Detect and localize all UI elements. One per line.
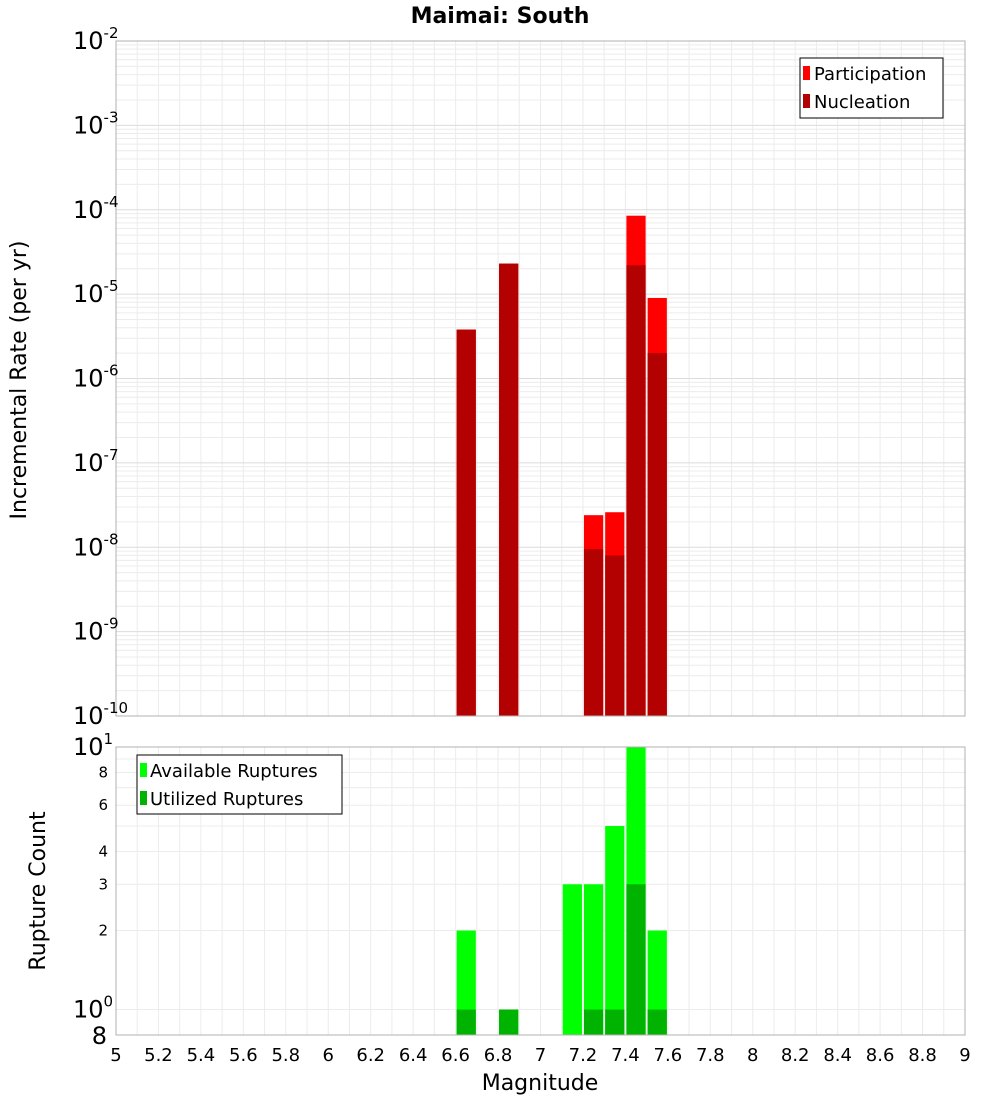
rate-y-ticks: 10-10 10-9 10-8 10-7 10-6 10-5 10-4 10-3 10-2 bbox=[73, 24, 128, 730]
rate-grid bbox=[115, 41, 966, 717]
magnitude-x-tick-label: 7.8 bbox=[696, 1045, 725, 1066]
rate-legend: Participation Nucleation bbox=[799, 57, 944, 119]
count-y-tick-label: 8 bbox=[92, 1022, 107, 1050]
count-panel: 101 100 2 3 4 6 8 8 5 5.2 5.4 5.6 5.8 6 6.2 6.4 6.6 6.8 7… bbox=[26, 730, 971, 1096]
magnitude-x-tick-label: 6.6 bbox=[441, 1045, 470, 1066]
legend-label-utilized: Utilized Ruptures bbox=[150, 789, 303, 810]
count-bar-available-ruptures bbox=[647, 930, 667, 1035]
magnitude-x-tick-label: 6.4 bbox=[399, 1045, 428, 1066]
count-y-axis-label: Rupture Count bbox=[26, 811, 51, 971]
rate-y-tick-label: 10-7 bbox=[73, 446, 119, 477]
rate-bar-nucleation bbox=[499, 263, 519, 716]
count-bar-utilized-ruptures bbox=[583, 1009, 604, 1035]
magnitude-x-tick-label: 6.8 bbox=[484, 1045, 513, 1066]
legend-swatch-nucleation bbox=[803, 94, 810, 108]
rate-y-tick-label: 10-4 bbox=[73, 193, 119, 224]
rate-bar-nucleation bbox=[456, 329, 476, 716]
count-grid bbox=[115, 747, 966, 1035]
rate-bar-nucleation bbox=[605, 555, 625, 716]
magnitude-x-tick-label: 8 bbox=[747, 1045, 758, 1066]
count-y-tick-label: 101 bbox=[73, 730, 113, 761]
magnitude-x-tick-label: 7.2 bbox=[569, 1045, 598, 1066]
magnitude-x-tick-label: 8.4 bbox=[823, 1045, 852, 1066]
count-y-tick-label: 4 bbox=[98, 842, 108, 860]
magnitude-x-tick-label: 5 bbox=[110, 1045, 121, 1066]
magnitude-x-tick-label: 5.6 bbox=[229, 1045, 258, 1066]
rate-y-tick-label: 10-5 bbox=[73, 277, 119, 308]
legend-swatch-participation bbox=[803, 66, 810, 80]
rate-y-tick-label: 10-3 bbox=[73, 108, 119, 139]
legend-swatch-available bbox=[140, 763, 147, 777]
count-y-tick-label: 6 bbox=[98, 796, 108, 814]
count-y-tick-label: 2 bbox=[98, 922, 108, 940]
legend-label-available: Available Ruptures bbox=[150, 761, 318, 782]
count-legend: Available Ruptures Utilized Ruptures bbox=[136, 754, 343, 815]
count-y-tick-label: 3 bbox=[98, 875, 108, 893]
chart-title: Maimai: South bbox=[411, 4, 590, 29]
count-bar-utilized-ruptures bbox=[499, 1009, 519, 1035]
count-y-ticks: 101 100 2 3 4 6 8 8 bbox=[73, 730, 113, 1050]
rate-y-tick-label: 10-6 bbox=[73, 362, 119, 393]
legend-label-participation: Participation bbox=[814, 64, 926, 85]
count-bar-utilized-ruptures bbox=[626, 884, 646, 1035]
legend-swatch-utilized bbox=[140, 791, 147, 805]
magnitude-x-tick-label: 5.4 bbox=[187, 1045, 216, 1066]
magnitude-x-tick-label: 6 bbox=[323, 1045, 334, 1066]
rate-bar-nucleation bbox=[583, 549, 604, 716]
rate-bars bbox=[456, 215, 667, 717]
magnitude-x-tick-label: 7.6 bbox=[654, 1045, 683, 1066]
magnitude-x-tick-label: 5.8 bbox=[271, 1045, 300, 1066]
count-y-tick-label: 8 bbox=[98, 763, 108, 781]
count-bar-available-ruptures bbox=[562, 884, 582, 1035]
count-bar-available-ruptures bbox=[583, 884, 604, 1035]
magnitude-x-tick-label: 5.2 bbox=[144, 1045, 173, 1066]
magnitude-x-tick-label: 8.2 bbox=[781, 1045, 810, 1066]
magnitude-x-tick-label: 7.4 bbox=[611, 1045, 640, 1066]
rate-bar-nucleation bbox=[647, 353, 667, 716]
count-bar-available-ruptures bbox=[605, 826, 625, 1035]
rate-legend-box bbox=[799, 57, 944, 119]
magnitude-x-tick-label: 8.6 bbox=[866, 1045, 895, 1066]
rate-y-tick-label: 10-9 bbox=[73, 615, 119, 646]
count-legend-box bbox=[136, 754, 343, 815]
rate-y-tick-label: 10-10 bbox=[73, 699, 128, 730]
count-bar-utilized-ruptures bbox=[605, 1009, 625, 1035]
count-bar-utilized-ruptures bbox=[647, 1009, 667, 1035]
rate-plot-border bbox=[115, 40, 966, 717]
rate-bar-nucleation bbox=[626, 265, 646, 716]
legend-label-nucleation: Nucleation bbox=[814, 92, 910, 113]
magnitude-x-tick-label: 9 bbox=[959, 1045, 970, 1066]
rate-y-tick-label: 10-8 bbox=[73, 530, 119, 561]
rate-panel: 10-10 10-9 10-8 10-7 10-6 10-5 10-4 10-3 10-2 In… bbox=[7, 24, 966, 730]
count-bar-utilized-ruptures bbox=[456, 1009, 476, 1035]
magnitude-x-tick-label: 7 bbox=[535, 1045, 546, 1066]
magnitude-x-ticks: 5 5.2 5.4 5.6 5.8 6 6.2 6.4 6.6 6.8 7 7.2 7.4 7.6 7.8 8… bbox=[110, 1045, 970, 1066]
count-bars bbox=[456, 747, 667, 1035]
rate-y-axis-label: Incremental Rate (per yr) bbox=[7, 241, 32, 520]
count-plot-border bbox=[115, 746, 966, 1036]
magnitude-x-tick-label: 6.2 bbox=[356, 1045, 385, 1066]
magnitude-x-axis-label: Magnitude bbox=[482, 1071, 599, 1096]
count-bar-available-ruptures bbox=[456, 930, 476, 1035]
magnitude-x-tick-label: 8.8 bbox=[908, 1045, 937, 1066]
count-y-tick-label: 100 bbox=[73, 993, 113, 1024]
rate-y-tick-label: 10-2 bbox=[73, 24, 119, 55]
